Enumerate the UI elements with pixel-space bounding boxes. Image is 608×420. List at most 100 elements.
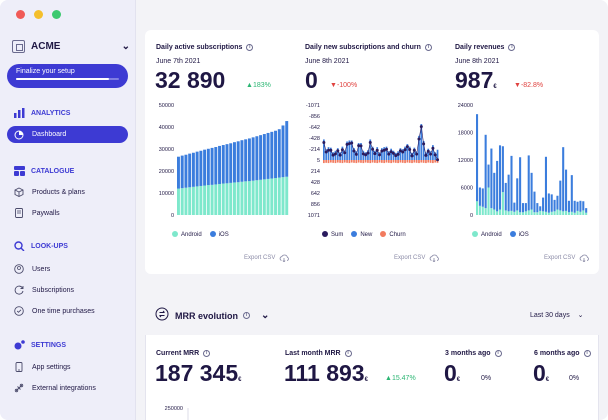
bar-churn <box>323 160 325 164</box>
export-csv-button[interactable]: Export CSV <box>244 254 290 262</box>
bar-churn <box>420 160 423 163</box>
bar-churn <box>378 160 381 163</box>
metric-title: Daily revenues i <box>455 44 516 51</box>
legend-item[interactable]: Churn <box>380 231 406 238</box>
bar-android <box>251 180 255 215</box>
bar-android <box>233 182 236 215</box>
mrr-stat-label: Last month MRR i <box>285 350 352 357</box>
bar-android <box>476 201 479 215</box>
minimize-window-button[interactable] <box>34 10 43 19</box>
bar-android <box>570 211 573 215</box>
export-csv-button[interactable]: Export CSV <box>544 254 590 262</box>
info-icon[interactable]: i <box>243 312 250 319</box>
sum-point <box>412 148 416 152</box>
bar-android <box>539 210 542 215</box>
bar-churn <box>392 160 395 163</box>
bar-new <box>408 146 411 160</box>
legend-item[interactable]: Android <box>172 231 202 238</box>
bar-ios <box>570 175 573 212</box>
sidebar-item-label: Paywalls <box>32 209 60 217</box>
legend-label: Sum <box>331 232 344 238</box>
sidebar-item-users[interactable]: Users <box>14 264 50 274</box>
bar-android <box>184 187 188 215</box>
legend-item[interactable]: Sum <box>322 231 343 238</box>
bar-android <box>493 209 496 215</box>
legend-label: iOS <box>218 232 229 238</box>
setup-progress-bar <box>16 78 119 80</box>
sum-point <box>343 151 347 155</box>
bar-android <box>229 182 233 215</box>
settings-icon <box>14 340 25 350</box>
bar-ios <box>539 206 542 211</box>
bar-android <box>579 211 582 215</box>
sidebar-item-app-settings[interactable]: App settings <box>14 362 71 372</box>
bar-android <box>507 211 510 215</box>
chevron-down-icon[interactable]: ⌄ <box>121 41 130 52</box>
bar-churn <box>436 160 439 163</box>
bar-android <box>180 188 184 215</box>
sum-point <box>426 149 430 153</box>
sum-point <box>417 137 421 141</box>
bar-churn <box>434 160 437 163</box>
mrr-header <box>145 297 599 335</box>
sidebar-item-one-time-purchases[interactable]: One time purchases <box>14 306 95 316</box>
bar-ios <box>180 155 184 189</box>
sidebar-item-paywalls[interactable]: Paywalls <box>14 208 60 218</box>
sum-point <box>375 148 379 152</box>
finalize-setup-button[interactable]: Finalize your setup <box>7 64 128 88</box>
bar-android <box>562 211 565 215</box>
bar-ios <box>542 197 545 212</box>
y-tick-label: 30000 <box>159 147 174 153</box>
bar-ios <box>553 199 556 212</box>
maximize-window-button[interactable] <box>52 10 61 19</box>
bar-android <box>536 212 539 215</box>
chart-legend: Android iOS <box>172 231 229 238</box>
legend-item[interactable]: Android <box>472 231 502 238</box>
info-icon[interactable]: i <box>424 44 432 51</box>
chevron-down-icon[interactable]: ⌄ <box>261 310 270 321</box>
sidebar-item-products[interactable]: Products & plans <box>14 187 85 197</box>
info-icon[interactable]: i <box>494 350 502 357</box>
bar-android <box>484 208 487 215</box>
bar-ios <box>487 164 490 188</box>
info-icon[interactable]: i <box>246 44 254 51</box>
info-icon[interactable]: i <box>583 350 591 357</box>
sidebar-item-dashboard[interactable]: Dashboard <box>7 126 128 143</box>
sum-point <box>396 152 400 156</box>
bar-android <box>556 209 559 215</box>
bar-ios <box>498 145 502 210</box>
mrr-stat-label-text: Last month MRR <box>285 350 341 357</box>
bar-android <box>218 183 221 215</box>
bar-android <box>504 210 507 215</box>
bar-new <box>374 150 376 160</box>
legend-item[interactable]: iOS <box>209 231 229 238</box>
bar-ios <box>507 174 510 212</box>
metric-delta-text: -100% <box>336 82 358 89</box>
sidebar-item-external-integrations[interactable]: External integrations <box>14 383 96 393</box>
legend-item[interactable]: iOS <box>509 231 529 238</box>
metric-title-text: Daily revenues <box>455 44 505 51</box>
bar-android <box>255 180 259 215</box>
info-icon[interactable]: i <box>203 350 211 357</box>
daily-new-subscriptions-chart: 1071 856 642 428 214 5 -214 -428 -642 -856 -1071 <box>306 103 440 219</box>
bar-android <box>559 210 562 215</box>
metric-title: Daily active subscriptions i <box>156 44 254 51</box>
bar-android <box>542 211 545 215</box>
mrr-title-text: MRR evolution <box>175 310 238 321</box>
period-select[interactable]: Last 30 days ⌄ <box>530 311 584 319</box>
bar-new <box>350 140 353 160</box>
mrr-stat-unit: € <box>238 377 242 383</box>
legend-item[interactable]: New <box>351 231 372 238</box>
mrr-stat-unit: € <box>456 377 461 383</box>
section-label: LOOK-UPS <box>31 242 68 250</box>
sum-point <box>350 141 354 145</box>
close-window-button[interactable] <box>16 10 25 19</box>
info-icon[interactable]: i <box>344 350 352 357</box>
sidebar-item-subscriptions[interactable]: Subscriptions <box>14 285 74 295</box>
info-icon[interactable]: i <box>508 44 516 51</box>
export-csv-button[interactable]: Export CSV <box>394 254 440 262</box>
app-switcher[interactable]: ACME ⌄ <box>12 40 130 53</box>
bar-ios <box>262 134 266 180</box>
sum-point <box>433 153 437 157</box>
bar-churn <box>353 160 355 163</box>
